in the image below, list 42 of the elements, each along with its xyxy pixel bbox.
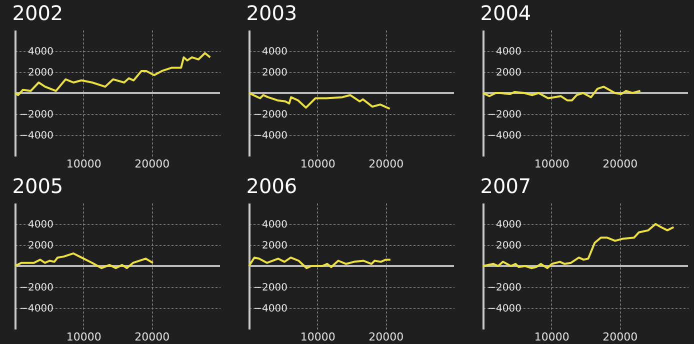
- y-tick-label: 2000: [496, 240, 522, 252]
- x-tick-label: 10000: [300, 330, 336, 344]
- chart-title: 2003: [246, 1, 298, 25]
- y-tick-label: 2000: [496, 68, 522, 78]
- y-tick-label: 2000: [28, 240, 54, 252]
- x-tick-label: 20000: [134, 330, 170, 344]
- x-tick-label: 10000: [66, 158, 102, 170]
- y-tick-label: 4000: [262, 220, 288, 230]
- x-tick-label: 10000: [300, 158, 336, 170]
- y-tick-label: −4000: [488, 304, 522, 314]
- chart-title: 2006: [246, 174, 298, 198]
- x-tick-label: 20000: [134, 158, 170, 170]
- x-tick-label: 10000: [534, 158, 570, 170]
- y-tick-label: 2000: [28, 68, 54, 78]
- chart-title: 2004: [480, 1, 532, 25]
- chart-title: 2007: [480, 174, 532, 198]
- y-tick-label: −4000: [488, 130, 522, 142]
- y-tick-label: 2000: [262, 68, 288, 78]
- y-tick-label: −2000: [488, 282, 522, 294]
- y-tick-label: 4000: [28, 46, 54, 58]
- y-tick-label: −2000: [254, 282, 288, 294]
- y-tick-label: −2000: [20, 110, 54, 120]
- y-tick-label: 4000: [28, 220, 54, 230]
- y-tick-label: 2000: [262, 240, 288, 252]
- x-tick-label: 10000: [534, 330, 570, 344]
- y-tick-label: −2000: [488, 110, 522, 120]
- x-tick-label: 20000: [602, 330, 638, 344]
- y-tick-label: −4000: [254, 130, 288, 142]
- x-tick-label: 20000: [602, 158, 638, 170]
- x-tick-label: 20000: [368, 158, 404, 170]
- x-tick-label: 10000: [66, 330, 102, 344]
- y-tick-label: 4000: [262, 46, 288, 58]
- y-tick-label: −4000: [20, 130, 54, 142]
- y-tick-label: −4000: [254, 304, 288, 314]
- y-tick-label: −2000: [254, 110, 288, 120]
- y-tick-label: 4000: [496, 220, 522, 230]
- chart-title: 2002: [12, 1, 64, 25]
- y-tick-label: −2000: [20, 282, 54, 294]
- y-tick-label: 4000: [496, 46, 522, 58]
- x-tick-label: 20000: [368, 330, 404, 344]
- y-tick-label: −4000: [20, 304, 54, 314]
- chart-title: 2005: [12, 174, 64, 198]
